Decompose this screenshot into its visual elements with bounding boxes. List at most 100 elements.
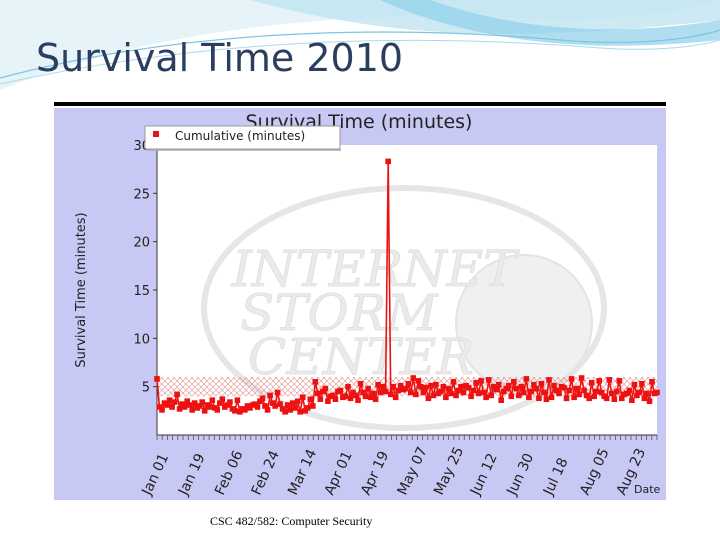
data-point: [420, 389, 427, 396]
data-point: [649, 379, 655, 385]
data-point: [438, 388, 444, 395]
data-point: [227, 399, 233, 405]
data-point: [531, 381, 537, 388]
data-point: [345, 383, 351, 390]
x-tick-label: Feb 06: [212, 448, 246, 497]
x-tick-label: Aug 05: [577, 446, 612, 498]
data-point: [538, 381, 545, 387]
data-point: [169, 404, 175, 410]
data-point: [553, 387, 560, 394]
data-point: [488, 392, 494, 399]
data-point: [546, 377, 552, 383]
data-point: [523, 376, 530, 382]
x-tick-label: Apr 01: [322, 449, 356, 498]
data-point: [217, 400, 223, 406]
series-cumulative: [154, 158, 660, 415]
data-point: [272, 403, 278, 409]
data-point: [543, 396, 550, 402]
data-point: [506, 382, 512, 389]
data-point: [478, 378, 484, 384]
data-point: [460, 389, 467, 396]
data-point: [387, 391, 394, 398]
data-point: [267, 392, 273, 399]
y-tick-label: 20: [133, 236, 150, 251]
data-point: [578, 375, 585, 381]
data-point: [536, 395, 542, 402]
data-point: [450, 379, 457, 385]
data-point: [591, 393, 597, 400]
data-point: [282, 409, 288, 415]
data-point: [179, 401, 185, 407]
data-point: [259, 395, 266, 402]
watermark-line: STORM: [240, 284, 439, 342]
data-point: [614, 388, 620, 395]
data-point: [385, 158, 391, 165]
data-point: [297, 409, 303, 415]
data-point: [382, 388, 389, 395]
data-point: [433, 381, 439, 388]
data-point: [465, 384, 472, 391]
data-point: [641, 395, 648, 402]
data-point: [418, 383, 424, 390]
legend-marker: [153, 131, 159, 137]
data-point: [526, 394, 532, 401]
data-point: [156, 404, 163, 410]
watermark-line: CENTER: [248, 328, 474, 386]
data-point: [503, 385, 509, 392]
data-point: [299, 394, 306, 401]
y-tick-label: 10: [133, 332, 150, 347]
data-point: [498, 397, 504, 403]
data-point: [209, 397, 216, 403]
data-point: [490, 383, 497, 390]
data-point: [380, 383, 386, 390]
data-point: [443, 394, 449, 401]
y-tick-label: 5: [142, 381, 150, 396]
x-axis: Jan 01 Jan 19 Feb 06 Feb 24 Mar 14 Apr 01 Apr …: [139, 434, 658, 499]
legend-label: Cumulative (minutes): [175, 129, 305, 143]
data-point: [626, 387, 633, 394]
data-point: [332, 396, 339, 402]
data-point: [254, 404, 261, 410]
data-point: [563, 395, 570, 402]
data-point: [581, 387, 587, 394]
data-point: [375, 381, 381, 388]
data-point: [370, 390, 376, 397]
data-point: [551, 382, 557, 389]
data-point: [468, 393, 474, 400]
data-point: [508, 393, 515, 400]
data-point: [302, 408, 308, 414]
data-point: [154, 376, 160, 382]
data-point: [307, 396, 314, 402]
data-point: [518, 383, 525, 390]
data-point: [289, 400, 296, 406]
data-point: [619, 395, 625, 402]
data-point: [425, 395, 432, 402]
slide-title: Survival Time 2010: [36, 36, 404, 80]
data-point: [219, 396, 226, 402]
data-point: [237, 409, 243, 415]
x-tick-label: Apr 19: [358, 449, 392, 498]
y-tick-label: 25: [133, 187, 150, 202]
data-point: [440, 383, 447, 390]
data-point: [611, 396, 618, 402]
data-point: [397, 382, 404, 389]
y-axis-label: Survival Time (minutes): [74, 212, 89, 367]
data-point: [325, 398, 331, 404]
data-point: [257, 398, 263, 404]
data-point: [576, 391, 582, 398]
data-point: [654, 389, 660, 396]
chart-panel: INTERNET STORM CENTER 5 10 15 20 25 30 Jan 01 Ja…: [54, 108, 666, 500]
data-point: [274, 389, 281, 396]
data-point: [598, 389, 605, 396]
data-point: [485, 377, 492, 383]
data-point: [189, 407, 195, 413]
data-point: [624, 390, 630, 397]
data-point: [337, 387, 344, 394]
data-point: [423, 384, 429, 391]
data-point: [360, 389, 366, 396]
data-point: [196, 403, 203, 409]
data-point: [191, 400, 198, 406]
data-point: [322, 385, 329, 392]
